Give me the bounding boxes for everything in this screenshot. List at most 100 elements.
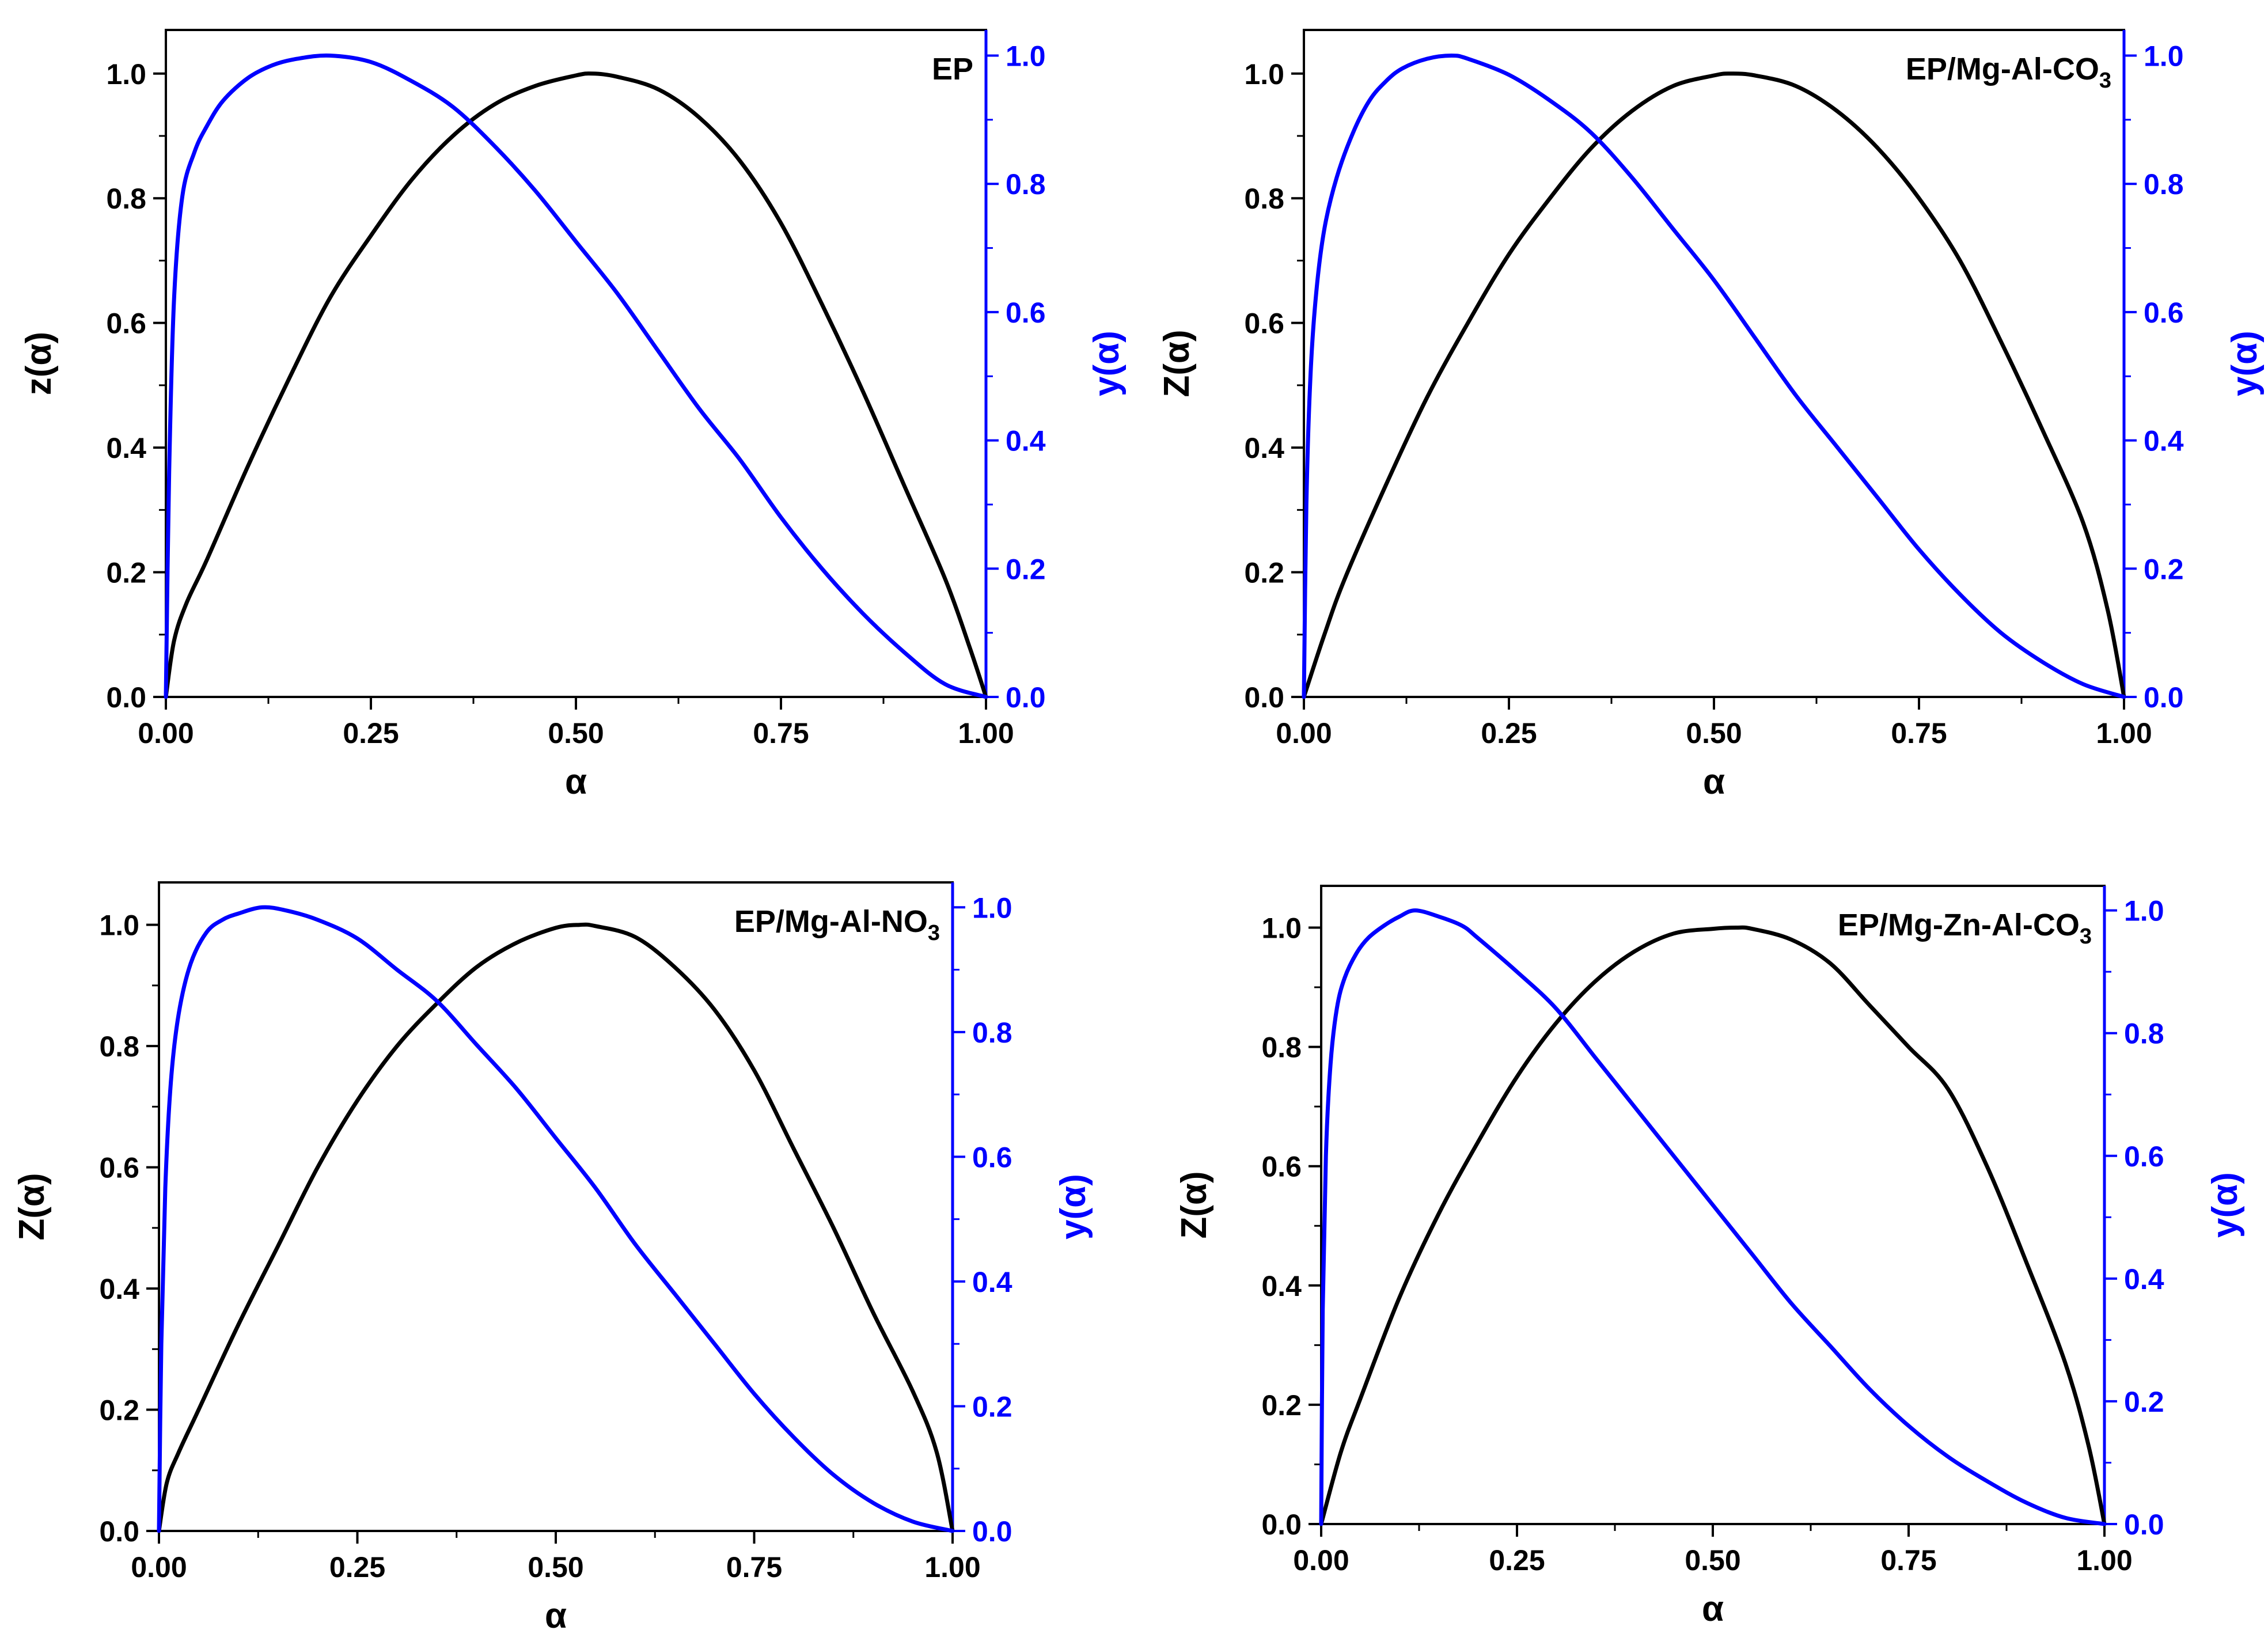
- y-tick-label: 0.0: [99, 1515, 139, 1548]
- y2-tick-label: 0.6: [2144, 297, 2184, 329]
- y-axis-title: Z(α): [1157, 329, 1197, 397]
- panel-label: EP: [932, 52, 973, 86]
- z-alpha-curve: [1319, 925, 2107, 1526]
- y2-tick-label: 0.2: [972, 1390, 1012, 1423]
- panel-label: EP/Mg-Al-CO3: [1906, 52, 2111, 93]
- x-tick-label: 0.50: [548, 717, 604, 749]
- chart-panel-3: 0.00 0.25 0.50 0.75 1.000.00.20.40.60.81.00.…: [12, 881, 1093, 1636]
- panel-label: EP/Mg-Al-NO3: [734, 904, 940, 945]
- z-alpha-curve: [1302, 71, 2126, 699]
- y2-tick-label: 0.4: [2124, 1263, 2164, 1295]
- y-tick-label: 0.8: [99, 1030, 139, 1063]
- panel-label: EP/Mg-Zn-Al-CO3: [1838, 908, 2092, 949]
- x-tick-label: 0.50: [1685, 1544, 1740, 1576]
- x-axis-title: α: [1702, 1589, 1724, 1629]
- chart-panel-1: 0.00 0.25 0.50 0.75 1.000.00.20.40.60.81.00.…: [19, 29, 1127, 802]
- x-axis-title: α: [565, 762, 587, 802]
- x-tick-label: 0.50: [1686, 717, 1742, 749]
- x-tick-label: 0.75: [726, 1551, 782, 1583]
- y-tick-label: 0.2: [99, 1394, 139, 1427]
- x-tick-label: 0.75: [1891, 717, 1947, 749]
- x-tick-label: 0.00: [1293, 1544, 1349, 1576]
- x-tick-label: 0.25: [1489, 1544, 1545, 1576]
- y2-tick-label: 0.6: [972, 1141, 1012, 1173]
- y2-tick-label: 0.6: [2124, 1140, 2164, 1173]
- y2-tick-label: 0.0: [2144, 681, 2184, 714]
- y2-tick-label: 0.0: [2124, 1508, 2164, 1541]
- plot-frame: [165, 29, 987, 698]
- x-tick-label: 0.00: [1276, 717, 1332, 749]
- plot-frame: [158, 881, 954, 1532]
- y-tick-label: 0.8: [106, 183, 146, 215]
- y-alpha-curve: [1319, 908, 2107, 1526]
- plot-frame: [1303, 29, 2125, 698]
- y-tick-label: 0.6: [99, 1152, 139, 1184]
- y-tick-label: 0.0: [1261, 1508, 1302, 1541]
- x-tick-label: 0.25: [343, 717, 399, 749]
- y2-tick-label: 0.4: [1006, 425, 1046, 457]
- y-alpha-curve: [157, 905, 955, 1533]
- x-tick-label: 1.00: [958, 717, 1014, 749]
- y2-tick-label: 0.0: [972, 1515, 1012, 1548]
- x-tick-label: 0.50: [528, 1551, 583, 1583]
- x-tick-label: 0.25: [329, 1551, 385, 1583]
- x-tick-label: 0.75: [753, 717, 809, 749]
- y2-tick-label: 0.2: [1006, 553, 1046, 585]
- y-axis-title: z(α): [19, 332, 59, 395]
- y2-tick-label: 0.2: [2144, 553, 2184, 585]
- y-tick-label: 0.4: [99, 1273, 139, 1305]
- y2-tick-label: 1.0: [2144, 40, 2184, 73]
- y-tick-label: 0.4: [1261, 1270, 1302, 1302]
- y2-tick-label: 0.4: [2144, 425, 2184, 457]
- y-tick-label: 0.6: [1244, 308, 1284, 340]
- y2-tick-label: 0.8: [2124, 1018, 2164, 1050]
- x-tick-label: 0.00: [138, 717, 194, 749]
- y2-tick-label: 0.8: [1006, 168, 1046, 200]
- y2-tick-label: 1.0: [1006, 40, 1046, 73]
- y2-axis-title: y(α): [2225, 331, 2265, 396]
- y-tick-label: 0.6: [1261, 1151, 1302, 1183]
- y2-tick-label: 0.0: [1006, 681, 1046, 714]
- x-tick-label: 0.25: [1481, 717, 1537, 749]
- y-tick-label: 1.0: [106, 58, 146, 90]
- x-axis-title: α: [545, 1596, 567, 1636]
- z-alpha-curve: [164, 71, 988, 699]
- y-tick-label: 1.0: [1261, 912, 1302, 944]
- y-tick-label: 0.4: [1244, 432, 1284, 464]
- y2-tick-label: 0.4: [972, 1266, 1012, 1298]
- y-tick-label: 0.0: [106, 681, 146, 714]
- y2-tick-label: 1.0: [972, 892, 1012, 924]
- x-tick-label: 1.00: [2096, 717, 2152, 749]
- x-tick-label: 0.00: [131, 1551, 187, 1583]
- chart-panel-2: 0.00 0.25 0.50 0.75 1.000.00.20.40.60.81.00.…: [1157, 29, 2265, 802]
- y-tick-label: 0.8: [1261, 1032, 1302, 1064]
- y2-tick-label: 1.0: [2124, 895, 2164, 927]
- y-tick-label: 0.2: [1244, 557, 1284, 589]
- y-tick-label: 0.8: [1244, 183, 1284, 215]
- y2-tick-label: 0.8: [2144, 168, 2184, 200]
- z-alpha-curve: [157, 922, 955, 1533]
- y2-axis-title: y(α): [1053, 1174, 1093, 1240]
- y-alpha-curve: [1302, 54, 2126, 699]
- y-tick-label: 0.6: [106, 308, 146, 340]
- y-tick-label: 0.2: [1261, 1389, 1302, 1422]
- x-axis-title: α: [1703, 762, 1725, 802]
- y2-axis-title: y(α): [2205, 1172, 2245, 1238]
- x-tick-label: 0.75: [1880, 1544, 1936, 1576]
- y-tick-label: 1.0: [1244, 58, 1284, 90]
- y2-tick-label: 0.8: [972, 1017, 1012, 1049]
- y2-tick-label: 0.6: [1006, 297, 1046, 329]
- y-tick-label: 1.0: [99, 909, 139, 942]
- y-alpha-curve: [164, 53, 988, 699]
- y-tick-label: 0.4: [106, 432, 146, 464]
- y-axis-title: Z(α): [1174, 1171, 1214, 1238]
- x-tick-label: 1.00: [2076, 1544, 2132, 1576]
- y-tick-label: 0.0: [1244, 681, 1284, 714]
- y-tick-label: 0.2: [106, 557, 146, 589]
- y2-axis-title: y(α): [1087, 331, 1127, 396]
- y-axis-title: Z(α): [12, 1173, 52, 1240]
- chart-panel-4: 0.00 0.25 0.50 0.75 1.000.00.20.40.60.81.00.…: [1174, 885, 2245, 1629]
- y2-tick-label: 0.2: [2124, 1386, 2164, 1418]
- x-tick-label: 1.00: [924, 1551, 980, 1583]
